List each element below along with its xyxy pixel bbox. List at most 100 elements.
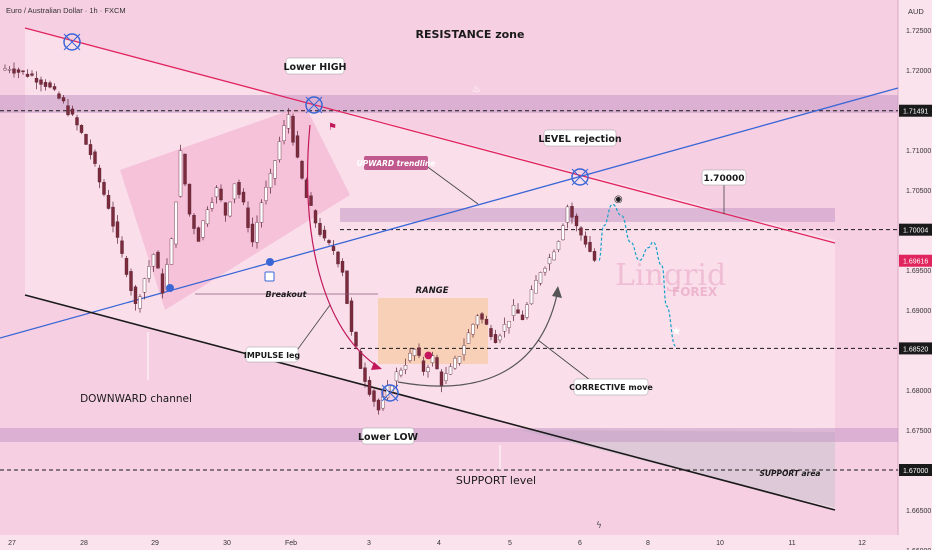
price-tag-label: 1.67000 [903,468,928,475]
candle-body [196,227,201,242]
candle-body [106,195,111,209]
candle-body [138,296,142,309]
x-tick-label: 28 [80,540,88,547]
x-tick-label: 4 [437,540,441,547]
candle-body [480,313,484,320]
candle-body [268,173,273,188]
candle-body [111,206,115,227]
candle-body [97,167,102,183]
price-tag-box [899,342,932,355]
candle-body [187,183,192,215]
candle-body [417,347,421,356]
candle-body [556,241,561,250]
candle-body [408,353,412,361]
candle-body [529,289,534,305]
candle-body [421,360,426,372]
watermark-line2: FOREX [672,285,718,299]
candle-body [93,151,97,164]
svg-text:Lower HIGH: Lower HIGH [283,62,346,73]
price-tag-label: 1.70004 [903,228,928,235]
svg-text:UPWARD trendline: UPWARD trendline [357,159,436,168]
price-tag-box [899,464,932,476]
range-label: RANGE [415,286,448,296]
price-tags: 1.71491 1.70004 1.69616 1.68520 1.67000 [899,104,932,476]
time-axis[interactable]: 27 28 29 30 Feb 3 4 5 6 8 10 11 12 [8,540,866,547]
candle-body [453,358,457,369]
candle-body [358,351,363,369]
candle-body [507,320,511,328]
candle-body [403,365,408,370]
x-tick-label: 12 [858,540,866,547]
candle-body [583,235,588,245]
circle-marker-lower-high [305,96,323,114]
candle-body [457,356,462,364]
candle-body [3,68,7,71]
y-tick-label: 1.72500 [906,28,931,35]
candle-body [178,150,183,197]
candle-body [124,258,129,275]
snail-icon: ● [424,350,433,361]
candle-body [489,328,493,337]
resistance-zone-label: RESISTANCE zone [416,28,525,41]
candle-body [102,182,106,195]
candle-body [543,268,547,273]
candle-body [48,82,52,88]
x-tick-label: 27 [8,540,16,547]
candle-body [484,319,489,325]
candle-body [547,257,552,265]
candle-body [295,135,300,158]
candle-body [192,215,196,229]
candle-body [43,82,48,87]
x-tick-label: 6 [578,540,582,547]
candle-body [345,270,349,304]
candle-body [340,260,345,273]
corrective-arrow [397,289,559,387]
support-zone-band [0,428,898,442]
upward-label-leader [424,164,479,205]
y-tick-label: 1.72000 [906,68,931,75]
candle-body [466,332,471,344]
resistance-zone-band [0,95,898,113]
candle-body [444,373,448,381]
candle-body [228,201,232,217]
candle-body [120,240,124,254]
candle-body [79,125,84,133]
candle-body [367,380,372,395]
candle-body [88,144,93,156]
candle-body [525,304,529,318]
lower-low-tag: Lower LOW [358,427,419,445]
svg-text:IMPULSE leg: IMPULSE leg [244,351,301,360]
candle-body [160,273,165,294]
upward-trendline [0,87,899,339]
candle-body [448,366,453,375]
y-tick-label: 1.68000 [906,388,931,395]
candle-body [201,220,205,238]
candle-body [394,371,399,382]
candle-body [363,367,367,382]
candle-body [412,348,417,356]
price-tag-label: 1.69616 [903,259,928,266]
range-box [378,298,488,364]
circle-marker-level-rejection [571,168,589,186]
candle-body [520,314,525,321]
svg-text:Lower LOW: Lower LOW [358,432,419,443]
candle-body [322,229,327,239]
candle-body [241,191,246,203]
level-value-tag: 1.70000 [701,169,747,186]
support-line [24,294,836,511]
upward-trendline-tag: UPWARD trendline [357,156,436,170]
support-area-label: SUPPORT area [760,469,821,478]
impulse-arrow [306,124,381,369]
y-tick-label: 1.66000 [906,548,931,550]
candle-body [151,254,156,267]
candle-body [309,195,313,206]
candle-body [426,367,430,373]
candle-body [313,210,318,224]
price-axis-background [898,0,932,550]
candle-body [570,205,574,218]
corrective-arrowhead [552,286,562,298]
x-tick-label: 30 [223,540,231,547]
candle-body [538,272,543,284]
